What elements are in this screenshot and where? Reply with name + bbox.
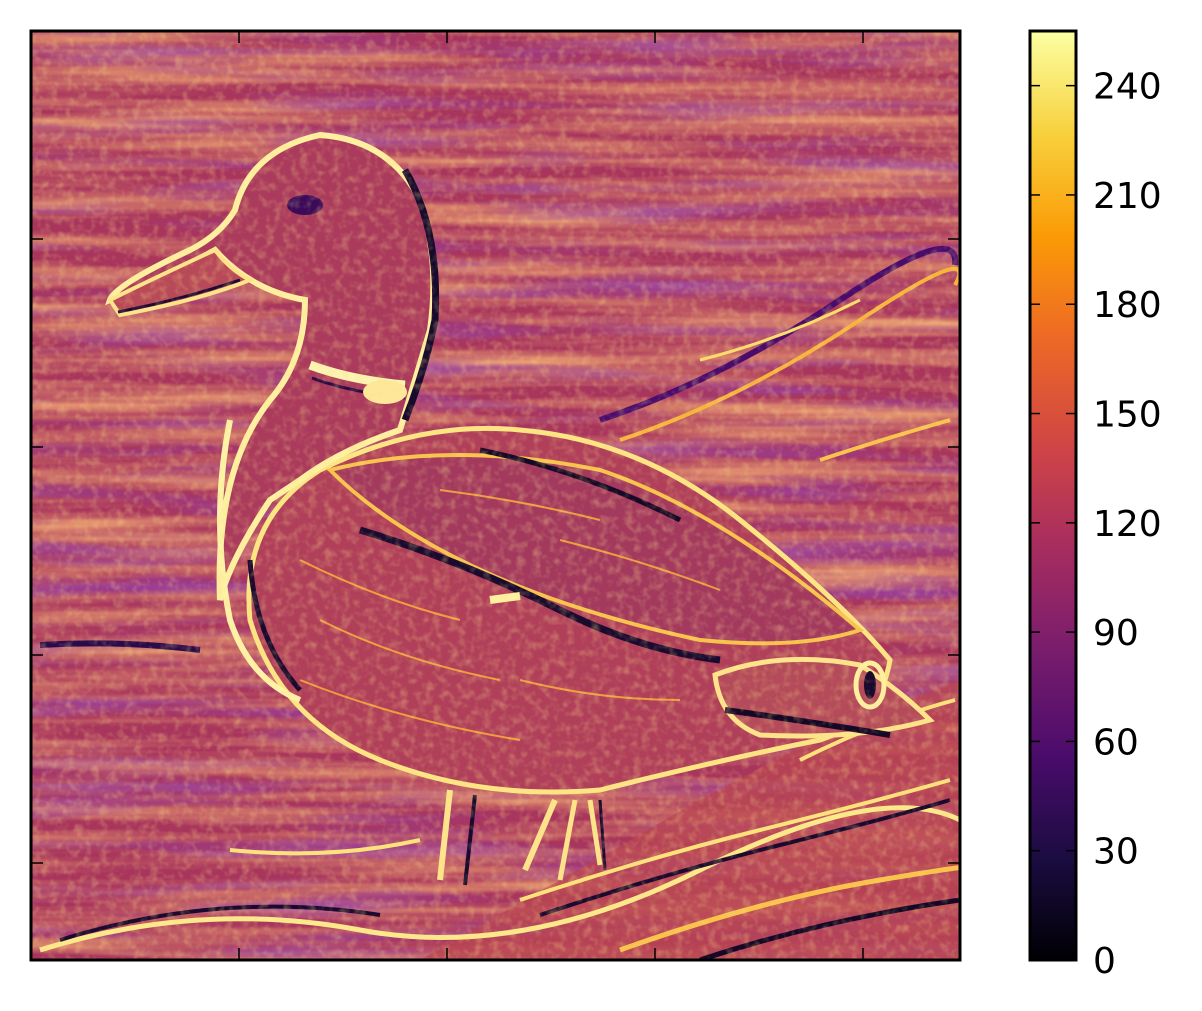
heatmap-image [31,31,960,960]
colorbar-tick-label: 90 [1093,613,1139,654]
colorbar-frame [1028,29,1078,962]
y-ticks [31,238,960,864]
x-ticks [238,31,864,960]
colorbar-tick-label: 30 [1093,832,1139,873]
colorbar-tick-label: 240 [1093,67,1162,108]
colorbar-tick-label: 150 [1093,395,1162,436]
colorbar: 0 30 60 90 120 150 180 210 240 [1028,29,1162,982]
colorbar-tick-label: 120 [1093,504,1162,545]
colorbar-tick-label: 180 [1093,285,1162,326]
colorbar-tick-label: 60 [1093,722,1139,763]
colorbar-tick-label: 210 [1093,176,1162,217]
colorbar-ticks: 0 30 60 90 120 150 180 210 240 [1030,67,1162,982]
axes [29,29,962,962]
colorbar-gradient [1030,31,1076,960]
colorbar-tick-label: 0 [1093,941,1116,982]
plot-frame [29,29,962,962]
